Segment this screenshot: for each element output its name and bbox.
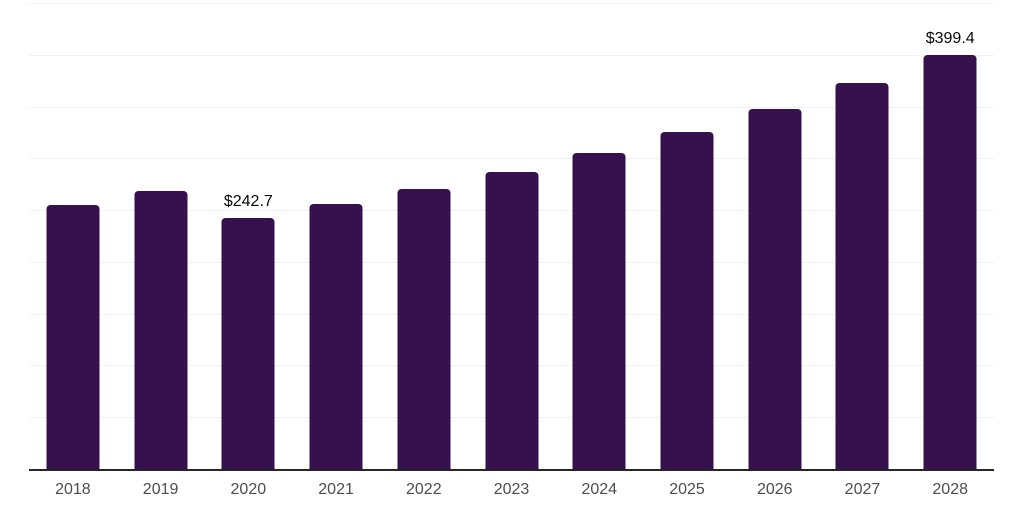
bars-container: $242.7 $399.4 bbox=[29, 3, 994, 469]
x-tick-label-2022: 2022 bbox=[406, 481, 442, 498]
x-tick-label-2021: 2021 bbox=[318, 481, 354, 498]
bar-2027 bbox=[835, 83, 889, 469]
x-tick-label-2027: 2027 bbox=[844, 481, 881, 498]
bar-slot-2019 bbox=[117, 3, 205, 469]
bar-2024 bbox=[572, 152, 626, 469]
bar-2021 bbox=[309, 204, 363, 469]
bar-slot-2023 bbox=[468, 3, 556, 469]
x-tick-label-2018: 2018 bbox=[55, 481, 91, 498]
bar-2028 bbox=[923, 55, 977, 469]
x-axis-labels: 2018 2019 2020 2021 2022 2023 2024 2025 2026 2027… bbox=[29, 482, 994, 498]
bar-2022 bbox=[397, 189, 451, 469]
gridline-450 bbox=[29, 3, 994, 4]
bar-slot-2021 bbox=[292, 3, 380, 469]
gridline-300 bbox=[29, 158, 994, 160]
bar-2019 bbox=[134, 191, 188, 469]
bar-slot-2027 bbox=[819, 3, 907, 469]
bar-2025 bbox=[660, 132, 714, 469]
bar-slot-2024 bbox=[555, 3, 643, 469]
x-tick-label-2026: 2026 bbox=[756, 481, 793, 498]
x-tick-label-2020: 2020 bbox=[230, 481, 267, 498]
bar-slot-2020: $242.7 bbox=[204, 3, 292, 469]
gridline-350 bbox=[29, 106, 994, 108]
bar-2026 bbox=[748, 109, 802, 469]
x-tick-label-2023: 2023 bbox=[493, 481, 530, 498]
bar-value-label-2020: $242.7 bbox=[223, 192, 273, 210]
bar-slot-2028: $399.4 bbox=[906, 3, 994, 469]
bar-slot-2026 bbox=[731, 3, 819, 469]
bar-slot-2018 bbox=[29, 3, 117, 469]
bar-slot-2025 bbox=[643, 3, 731, 469]
bar-value-label-2028: $399.4 bbox=[925, 30, 975, 48]
x-tick-label-2028: 2028 bbox=[932, 481, 968, 498]
bar-2023 bbox=[485, 171, 539, 469]
bar-slot-2022 bbox=[380, 3, 468, 469]
x-tick-label-2019: 2019 bbox=[142, 481, 179, 498]
gridline-400 bbox=[29, 54, 994, 56]
plot-area: $242.7 $399.4 bbox=[29, 3, 994, 471]
x-tick-label-2024: 2024 bbox=[581, 481, 618, 498]
bar-2018 bbox=[46, 204, 100, 469]
bar-2020 bbox=[221, 217, 275, 469]
x-tick-label-2025: 2025 bbox=[669, 481, 705, 498]
